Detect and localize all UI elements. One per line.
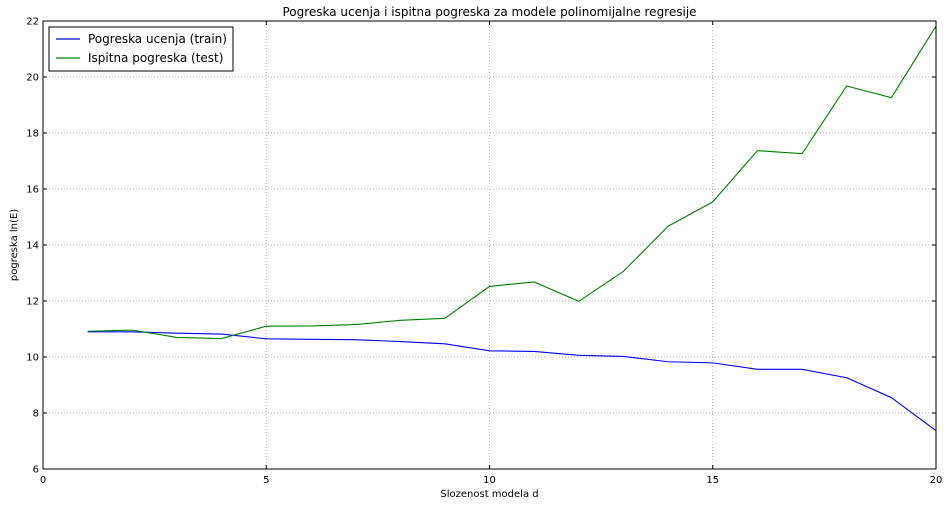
legend-label-test: Ispitna pogreska (test) — [88, 51, 223, 65]
y-tick-label: 8 — [33, 409, 39, 420]
y-tick-label: 20 — [26, 73, 39, 84]
x-tick-label: 15 — [706, 475, 719, 486]
ticks: 0 5 10 15 20 6 8 10 12 14 16 18 20 22 — [26, 17, 942, 487]
chart-title: Pogreska ucenja i ispitna pogreska za mo… — [282, 5, 696, 19]
legend: Pogreska ucenja (train) Ispitna pogreska… — [48, 26, 234, 72]
legend-label-train: Pogreska ucenja (train) — [88, 32, 227, 46]
y-tick-label: 12 — [26, 297, 39, 308]
series-line-0 — [87, 331, 937, 432]
x-tick-label: 20 — [930, 475, 943, 486]
legend-box — [48, 26, 234, 72]
y-tick-label: 6 — [33, 465, 39, 476]
x-axis-label: Slozenost modela d — [440, 489, 538, 500]
y-axis-label: pogreska ln(E) — [9, 209, 20, 281]
x-tick-label: 10 — [483, 475, 496, 486]
x-tick-label: 5 — [263, 475, 269, 486]
y-tick-label: 22 — [26, 17, 39, 28]
y-tick-label: 18 — [26, 129, 39, 140]
y-tick-label: 14 — [26, 241, 39, 252]
y-tick-label: 10 — [26, 353, 39, 364]
series-lines — [87, 25, 937, 432]
y-tick-label: 16 — [26, 185, 39, 196]
series-line-1 — [87, 25, 937, 340]
x-tick-label: 0 — [40, 475, 46, 486]
